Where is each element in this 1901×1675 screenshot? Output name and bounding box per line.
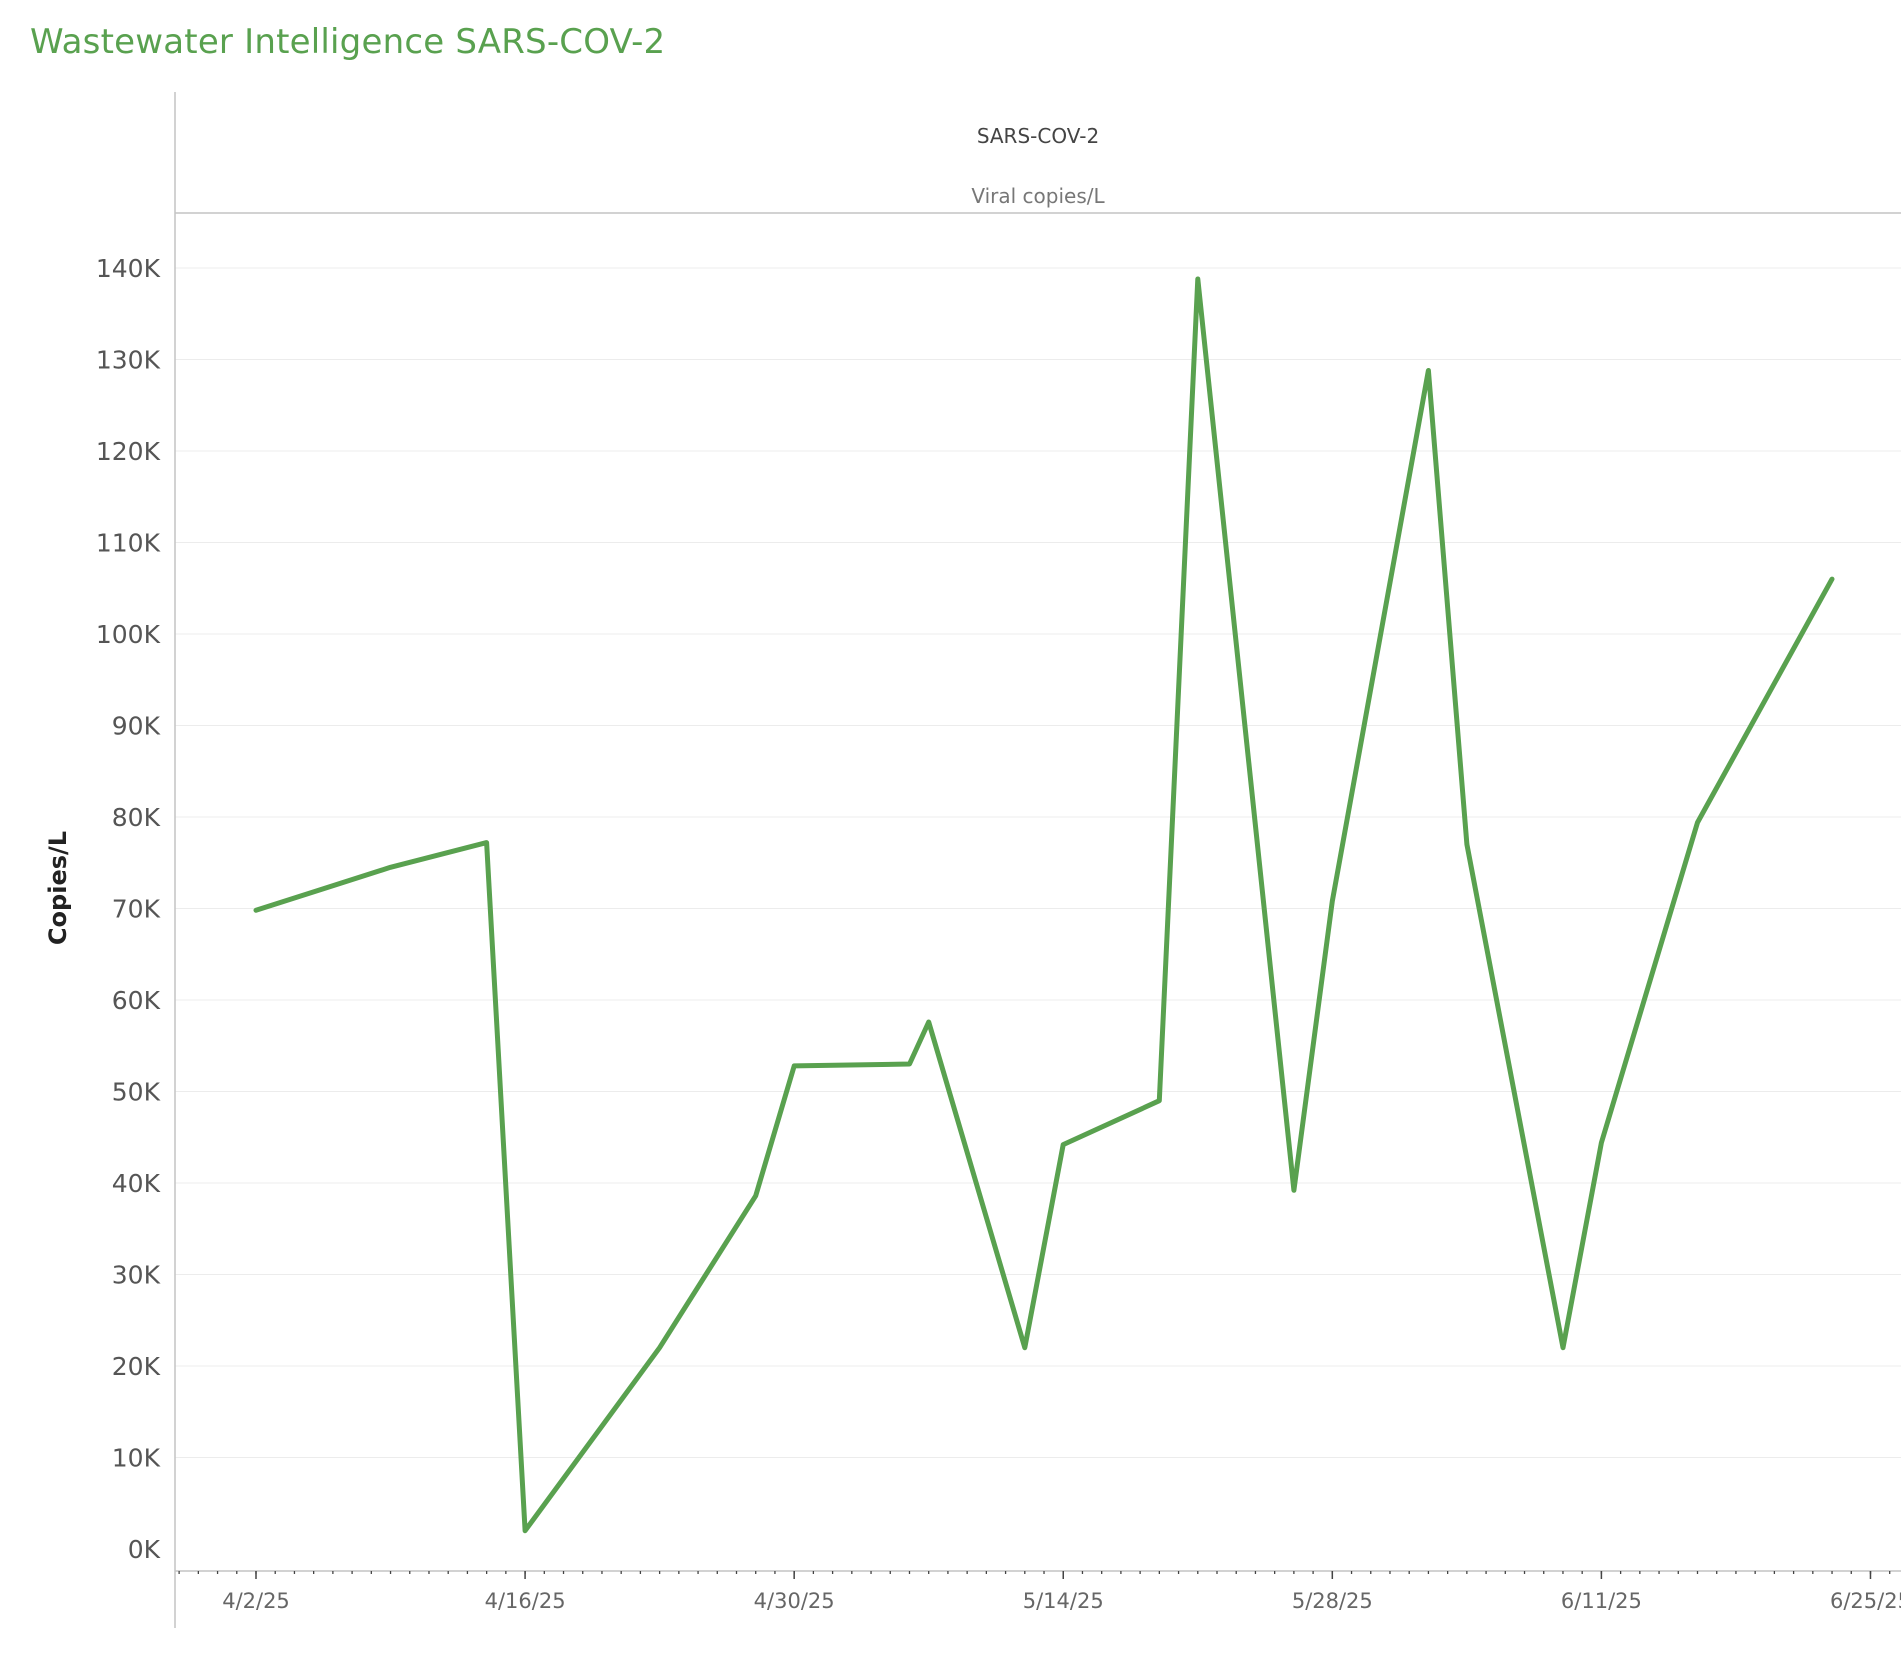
y-tick-label: 20K (112, 1352, 161, 1381)
y-axis-ticks: 0K 10K 20K 30K 40K 50K 60K 70K 80K 90K 100K 110K 120… (96, 254, 161, 1564)
chart-header-title: SARS-COV-2 (977, 124, 1099, 148)
y-tick-label: 120K (96, 437, 161, 466)
y-axis-label: Copies/L (44, 831, 72, 945)
series-line (253, 276, 1835, 1534)
x-tick-label: 5/28/25 (1292, 1589, 1373, 1613)
y-tick-label: 50K (112, 1078, 161, 1107)
y-tick-label: 30K (112, 1261, 161, 1290)
y-tick-label: 90K (112, 712, 161, 741)
y-tick-label: 130K (96, 346, 161, 375)
y-tick-label: 40K (112, 1169, 161, 1198)
series-layer (253, 276, 1835, 1534)
page-title: Wastewater Intelligence SARS-COV-2 (30, 22, 666, 62)
x-tick-label: 6/11/25 (1561, 1589, 1642, 1613)
x-axis: 4/2/25 4/16/25 4/30/25 5/14/25 5/28/25 6/11/2… (175, 1570, 1901, 1613)
y-tick-label: 80K (112, 803, 161, 832)
y-tick-label: 100K (96, 620, 161, 649)
x-tick-label: 4/16/25 (485, 1589, 566, 1613)
y-tick-label: 10K (112, 1444, 161, 1473)
y-tick-label: 110K (96, 529, 161, 558)
x-tick-label: 4/30/25 (754, 1589, 835, 1613)
y-tick-label: 60K (112, 986, 161, 1015)
y-tick-label: 70K (112, 895, 161, 924)
y-tick-label: 140K (96, 254, 161, 283)
x-tick-label: 4/2/25 (222, 1589, 290, 1613)
chart-header-subtitle: Viral copies/L (971, 184, 1105, 208)
x-tick-label: 6/25/25 (1830, 1589, 1901, 1613)
y-tick-label: 0K (128, 1535, 161, 1564)
x-tick-label: 5/14/25 (1023, 1589, 1104, 1613)
